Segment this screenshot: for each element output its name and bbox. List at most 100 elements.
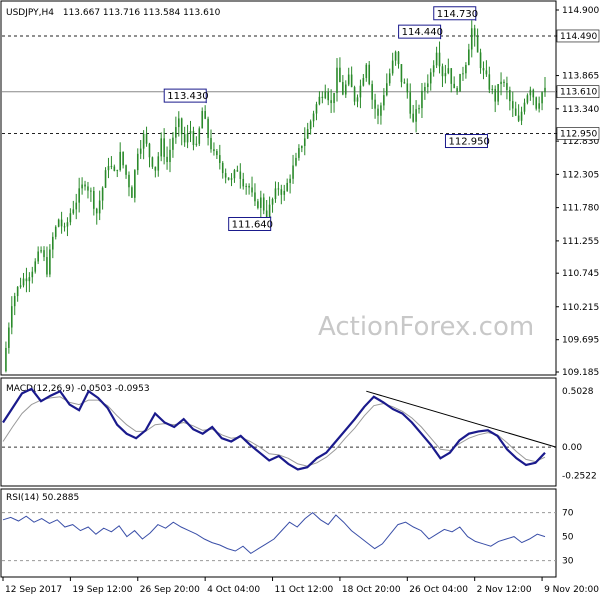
candle-body: [289, 178, 291, 183]
candle-body: [204, 111, 206, 119]
candle-body: [435, 52, 438, 66]
candle-body: [286, 182, 288, 191]
candle-body: [339, 67, 341, 83]
candle-body: [476, 36, 479, 53]
rsi-tick: 30: [562, 557, 574, 567]
candle-body: [233, 170, 236, 179]
candle-body: [468, 49, 470, 66]
candle-body: [385, 83, 388, 96]
candle-body: [254, 192, 256, 202]
candle-body: [330, 100, 332, 104]
candle-body: [84, 184, 86, 187]
candle-body: [216, 151, 218, 156]
candle-body: [101, 187, 104, 201]
macd-tick: -0.2522: [562, 471, 597, 481]
candle-body: [113, 166, 116, 171]
candle-body: [260, 197, 262, 208]
candle-body: [350, 74, 353, 88]
candle-body: [301, 145, 303, 149]
candle-body: [292, 165, 294, 179]
watermark: ActionForex.com: [318, 312, 534, 342]
main-title: USDJPY,H4 113.667 113.716 113.584 113.61…: [6, 8, 221, 18]
time-tick: 4 Oct 04:00: [207, 585, 260, 595]
candle-body: [303, 138, 306, 146]
candle-body: [397, 51, 400, 65]
macd-title: MACD(12,26,9) -0.0503 -0.0953: [6, 384, 150, 394]
annotation-label: 114.730: [437, 9, 478, 20]
candle-body: [198, 128, 201, 144]
rsi-panel: [0, 488, 557, 578]
candle-body: [87, 186, 89, 191]
candle-body: [380, 105, 382, 116]
candle-body: [503, 81, 505, 84]
candle-body: [22, 278, 25, 286]
candle-body: [465, 65, 467, 74]
rsi-title: RSI(14) 50.2885: [6, 493, 79, 503]
candle-body: [210, 137, 212, 150]
time-tick: 2 Nov 12:00: [477, 585, 532, 595]
candle-body: [186, 133, 189, 143]
candle-body: [236, 170, 239, 172]
candle-body: [160, 138, 163, 157]
candle-body: [145, 133, 148, 144]
candle-body: [151, 157, 154, 167]
candle-body: [383, 95, 385, 106]
candle-body: [224, 173, 227, 178]
annotation-label: 113.430: [167, 91, 208, 102]
candle-body: [265, 210, 268, 220]
candle-body: [394, 51, 397, 61]
candle-body: [63, 226, 66, 228]
candle-body: [506, 83, 508, 91]
candle-body: [362, 78, 365, 86]
price-tick: 112.305: [562, 170, 599, 180]
annotation-box: [163, 88, 207, 103]
candle-body: [107, 165, 110, 171]
candle-body: [104, 170, 107, 188]
candle-body: [125, 165, 127, 175]
candle-body: [31, 271, 34, 278]
time-tick: 18 Oct 20:00: [342, 585, 401, 595]
candle-body: [227, 177, 230, 180]
price-tick: 109.185: [562, 368, 599, 378]
candle-body: [424, 86, 426, 91]
candle-body: [43, 250, 45, 258]
candle-body: [157, 156, 160, 171]
candle-body: [207, 118, 209, 138]
candle-body: [251, 187, 253, 193]
candle-body: [409, 92, 412, 114]
candle-body: [500, 81, 502, 85]
candle-body: [131, 187, 133, 198]
candle-body: [271, 199, 274, 205]
candle-body: [175, 127, 177, 138]
candle-body: [406, 83, 409, 93]
candle-body: [298, 148, 300, 158]
candle-body: [306, 129, 309, 139]
candle-body: [485, 70, 488, 75]
candle-body: [93, 190, 95, 209]
candle-body: [470, 28, 473, 50]
candle-body: [488, 74, 491, 90]
price-tick: 110.745: [562, 269, 599, 279]
candle-body: [344, 84, 347, 95]
price-tag: [556, 85, 600, 99]
candle-body: [356, 97, 359, 102]
candle-body: [509, 90, 511, 102]
candle-body: [49, 249, 51, 275]
candle-body: [462, 73, 464, 75]
candle-body: [90, 190, 92, 192]
candle-body: [473, 28, 476, 37]
candle-body: [371, 84, 373, 100]
candle-body: [60, 219, 63, 227]
candle-body: [78, 188, 80, 203]
price-tick: 110.215: [562, 303, 599, 313]
candle-body: [128, 174, 130, 188]
main-layer: 113.430 111.640 114.440 112.950 114.730: [2, 6, 556, 373]
annotation-label: 114.440: [402, 27, 443, 38]
candle-body: [201, 111, 204, 129]
candle-body: [192, 130, 195, 145]
macd-layer: [2, 387, 557, 471]
candle-body: [219, 155, 221, 163]
annotation-box: [444, 134, 488, 149]
